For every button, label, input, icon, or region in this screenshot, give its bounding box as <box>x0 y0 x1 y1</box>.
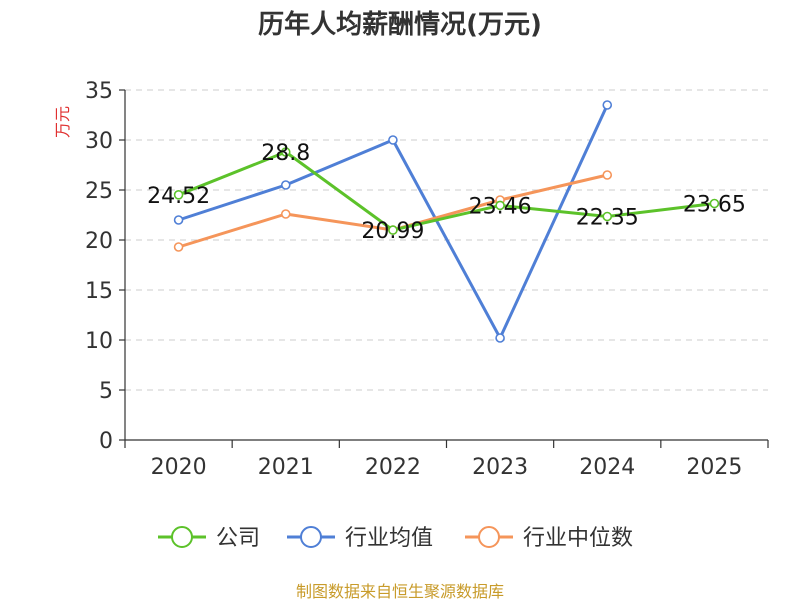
legend-marker <box>171 526 193 548</box>
legend-label: 行业均值 <box>345 526 433 551</box>
data-point <box>495 333 505 343</box>
legend-marker <box>300 526 322 548</box>
data-label: 20.99 <box>361 219 424 244</box>
y-tick-label: 25 <box>85 179 113 204</box>
x-tick-label: 2020 <box>151 455 207 480</box>
data-label: 28.8 <box>261 141 310 166</box>
y-tick-label: 35 <box>85 79 113 104</box>
x-tick-label: 2024 <box>579 455 635 480</box>
data-point <box>709 198 720 209</box>
series-group <box>173 100 720 343</box>
x-tick-label: 2021 <box>258 455 314 480</box>
data-label: 22.35 <box>576 206 639 231</box>
data-source-note: 制图数据来自恒生聚源数据库 <box>295 582 504 601</box>
data-point <box>602 170 613 180</box>
data-point <box>173 242 184 252</box>
data-label: 24.52 <box>147 184 210 209</box>
data-point <box>280 209 291 219</box>
x-tick-label: 2023 <box>472 455 528 480</box>
data-label: 23.65 <box>683 193 746 218</box>
series-line-0 <box>178 150 715 232</box>
data-point <box>173 215 184 225</box>
legend-marker <box>478 526 500 548</box>
x-tick-label: 2022 <box>365 455 421 480</box>
data-point <box>388 135 398 145</box>
data-labels: 24.52 28.8 20.99 23.46 22.35 23.65 <box>147 141 746 244</box>
y-tick-label: 5 <box>99 379 113 404</box>
data-point <box>280 180 291 190</box>
data-point <box>388 225 398 235</box>
legend: 公司 行业均值 行业中位数 <box>158 526 633 551</box>
y-tick-label: 10 <box>85 329 113 354</box>
chart-title: 历年人均薪酬情况(万元) <box>258 10 542 40</box>
x-tick-label: 2025 <box>686 455 742 480</box>
y-tick-label: 20 <box>85 229 113 254</box>
y-tick-label: 30 <box>85 129 113 154</box>
data-point <box>602 100 613 110</box>
data-label: 23.46 <box>469 194 532 219</box>
data-point <box>495 200 505 211</box>
y-tick-label: 0 <box>99 429 113 454</box>
legend-label: 公司 <box>216 526 260 551</box>
data-point <box>173 190 184 200</box>
y-axis-label: 万元 <box>53 106 72 138</box>
data-point <box>602 211 613 222</box>
data-point <box>280 147 291 157</box>
y-tick-label: 15 <box>85 279 113 304</box>
legend-label: 行业中位数 <box>523 526 633 551</box>
